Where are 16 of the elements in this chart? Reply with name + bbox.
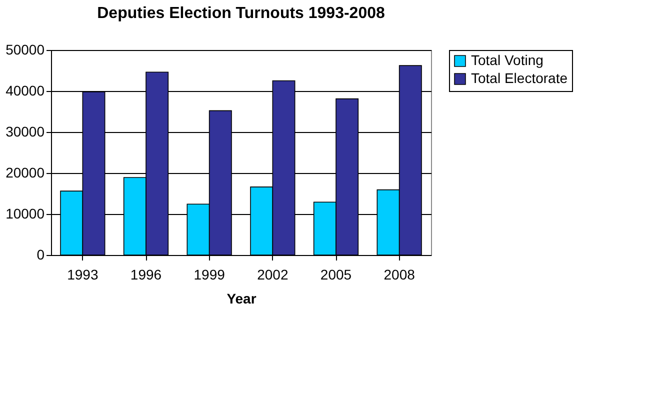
x-tick-label: 2005 bbox=[320, 266, 352, 282]
x-tick-label: 1999 bbox=[194, 266, 226, 282]
y-tick-label: 30000 bbox=[6, 124, 45, 140]
x-tick-label: 2002 bbox=[257, 266, 288, 282]
y-tick-label: 0 bbox=[36, 246, 45, 262]
chart-title: Deputies Election Turnouts 1993-2008 bbox=[97, 5, 385, 22]
y-tick-label: 10000 bbox=[6, 206, 45, 222]
legend-label: Total Electorate bbox=[471, 70, 568, 86]
y-tick-label: 50000 bbox=[6, 42, 45, 58]
legend-label: Total Voting bbox=[471, 52, 544, 68]
x-tick-label: 2008 bbox=[384, 266, 416, 282]
x-tick-label: 1993 bbox=[67, 266, 98, 282]
y-tick-label: 40000 bbox=[6, 82, 45, 98]
x-tick-label: 1996 bbox=[130, 266, 162, 282]
y-tick-label: 20000 bbox=[6, 164, 45, 180]
x-axis-title: Year bbox=[226, 290, 257, 306]
